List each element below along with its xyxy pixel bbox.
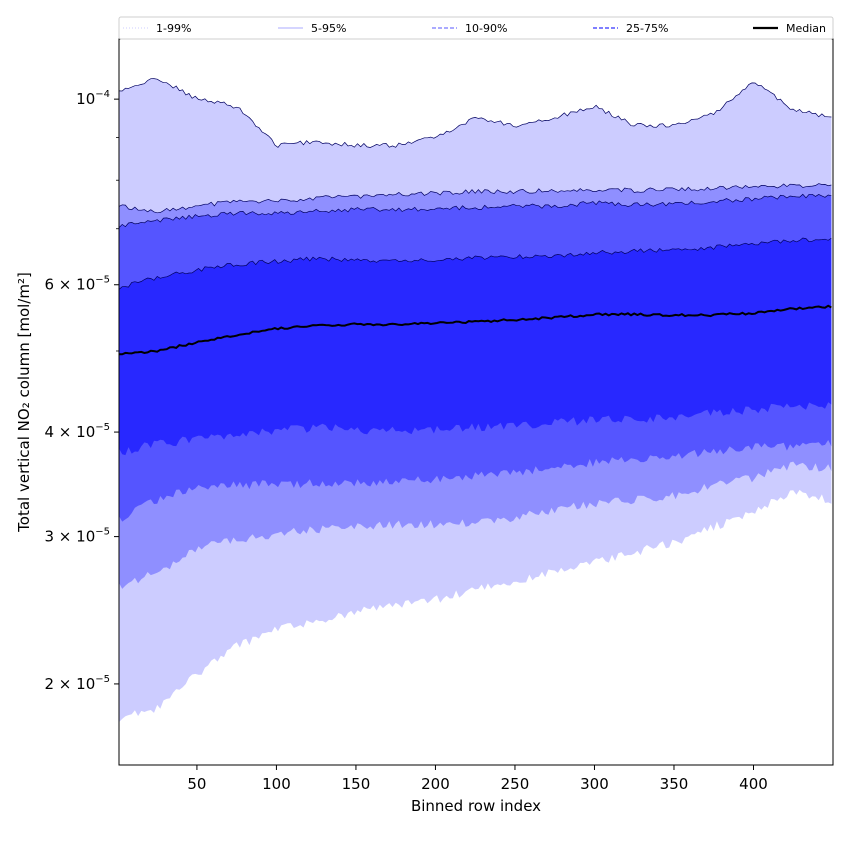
- x-tick-label: 300: [580, 775, 609, 793]
- band-upper-edge-10-90pct: [118, 193, 832, 228]
- median-line: [118, 304, 832, 356]
- x-axis-ticks: 50 100 150 200 250 300 350 400: [187, 765, 768, 793]
- legend-label: Median: [786, 22, 826, 35]
- percentile-bands: [118, 78, 832, 723]
- x-tick-label: 50: [187, 775, 206, 793]
- band-25-75pct: [119, 238, 832, 456]
- legend-label: 1-99%: [156, 22, 191, 35]
- x-tick-label: 250: [501, 775, 530, 793]
- x-tick-label: 400: [739, 775, 768, 793]
- legend-label: 5-95%: [311, 22, 346, 35]
- y-tick-label: 4 × 10−5: [45, 422, 111, 441]
- x-axis-label: Binned row index: [411, 797, 541, 815]
- x-tick-label: 350: [660, 775, 689, 793]
- y-tick-label: 2 × 10−5: [45, 674, 111, 693]
- legend-label: 10-90%: [465, 22, 507, 35]
- x-tick-label: 100: [262, 775, 291, 793]
- y-tick-label: 3 × 10−5: [45, 527, 111, 546]
- x-tick-label: 200: [421, 775, 450, 793]
- band-upper-edge-1-99pct: [118, 78, 832, 148]
- legend-box: [118, 16, 834, 40]
- median-series: [118, 304, 832, 356]
- y-axis-ticks: 10−4 6 × 10−5 4 × 10−5 3 × 10−5 2 × 10−5: [45, 89, 119, 693]
- y-tick-label: 6 × 10−5: [45, 275, 111, 294]
- x-tick-label: 150: [342, 775, 371, 793]
- band-upper-edge-5-95pct: [118, 183, 832, 214]
- legend: 1-99% 5-95% 10-90% 25-75% Median: [118, 16, 834, 40]
- y-tick-label: 10−4: [76, 89, 110, 108]
- y-axis-label: Total vertical NO₂ column [mol/m²]: [15, 272, 33, 533]
- legend-label: 25-75%: [626, 22, 668, 35]
- band-upper-edge-25-75pct: [118, 237, 832, 290]
